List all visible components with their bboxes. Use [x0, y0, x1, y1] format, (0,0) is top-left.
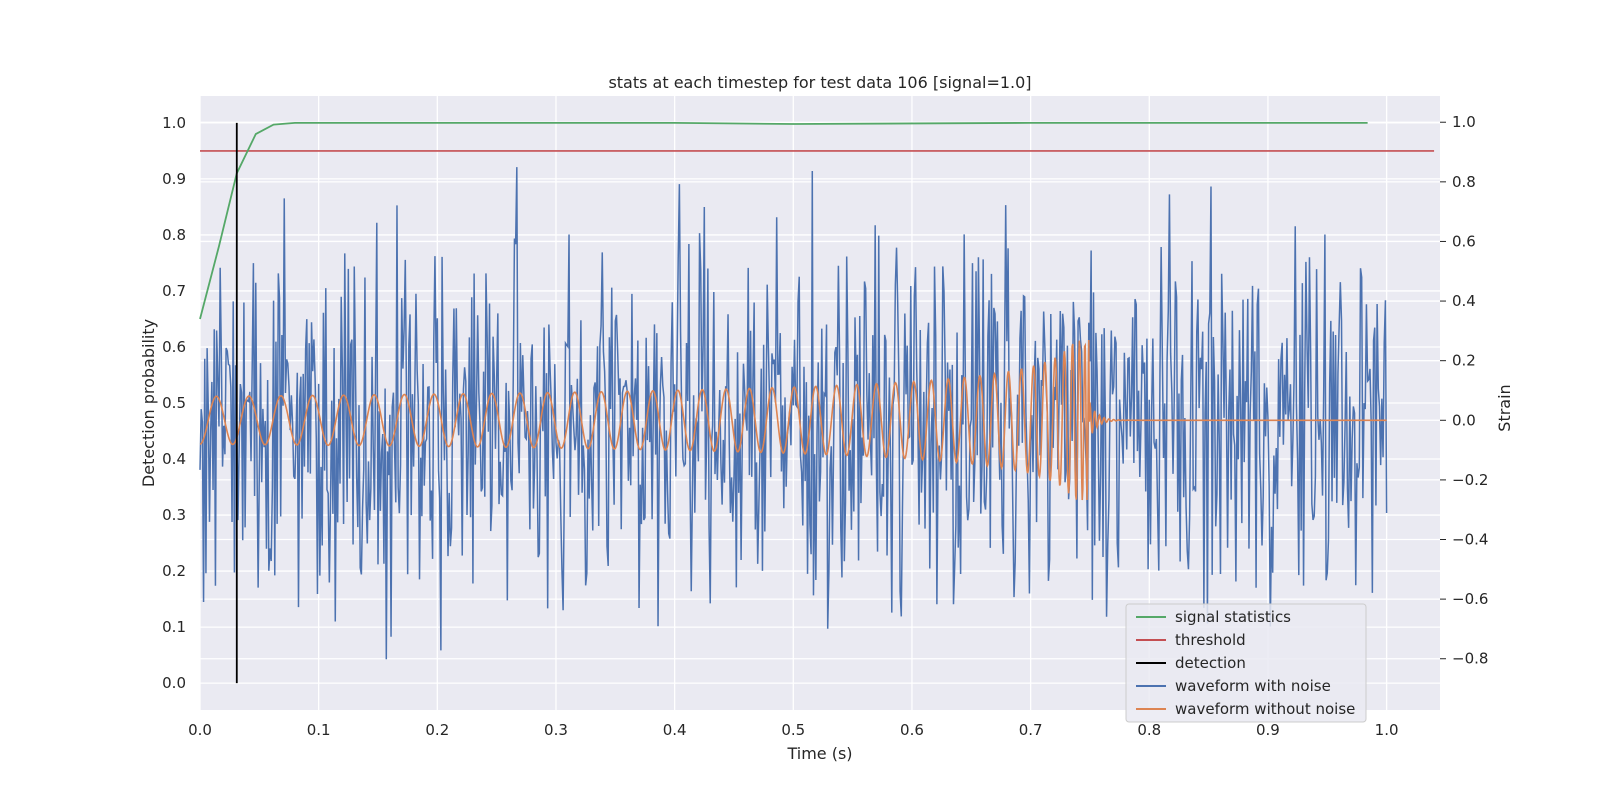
y-right-tick-label: −0.2 [1452, 471, 1488, 489]
series-layer [199, 121, 1435, 684]
y-tick-label: 0.0 [162, 674, 186, 692]
y-right-tick-label: −0.8 [1452, 650, 1488, 668]
series-waveform-without-noise [199, 339, 1387, 501]
chart-title: stats at each timestep for test data 106… [608, 73, 1031, 92]
legend-label-threshold: threshold [1175, 631, 1246, 649]
x-tick-label: 0.4 [663, 721, 687, 739]
series-signal-statistics [199, 121, 1368, 320]
legend-label-waveform-without-noise: waveform without noise [1175, 700, 1355, 718]
legend-label-waveform-with-noise: waveform with noise [1175, 677, 1331, 695]
y-right-tick-label: 1.0 [1452, 113, 1476, 131]
y-tick-label: 0.3 [162, 506, 186, 524]
x-tick-label: 0.3 [544, 721, 568, 739]
y-right-tick-label: 0.6 [1452, 232, 1476, 250]
x-tick-label: 0.6 [900, 721, 924, 739]
legend-label-detection: detection [1175, 654, 1246, 672]
legend: signal statistics threshold detection wa… [1125, 603, 1367, 723]
tick-labels: 0.0 0.1 0.2 0.3 0.4 0.5 0.6 0.7 0.8 0.9 1.0 0.0 0.1 0… [162, 113, 1488, 739]
x-tick-label: 0.2 [425, 721, 449, 739]
series-waveform-with-noise [199, 167, 1388, 660]
y-axis-label: Detection probability [139, 319, 158, 487]
x-tick-label: 0.8 [1137, 721, 1161, 739]
legend-box [1125, 603, 1367, 723]
y-tick-label: 0.4 [162, 450, 186, 468]
x-tick-label: 1.0 [1375, 721, 1399, 739]
y-tick-label: 1.0 [162, 114, 186, 132]
x-tick-label: 0.0 [188, 721, 212, 739]
y-tick-label: 0.8 [162, 226, 186, 244]
y-right-tick-label: −0.6 [1452, 590, 1488, 608]
x-axis-label: Time (s) [786, 744, 852, 763]
x-tick-label: 0.5 [781, 721, 805, 739]
y-tick-label: 0.9 [162, 170, 186, 188]
y-right-tick-label: 0.8 [1452, 173, 1476, 191]
x-tick-label: 0.9 [1256, 721, 1280, 739]
x-tick-label: 0.1 [307, 721, 331, 739]
legend-label-signal-statistics: signal statistics [1175, 608, 1291, 626]
y-tick-label: 0.2 [162, 562, 186, 580]
y-tick-label: 0.7 [162, 282, 186, 300]
y-right-tick-label: 0.2 [1452, 352, 1476, 370]
y-tick-label: 0.5 [162, 394, 186, 412]
y-tick-label: 0.6 [162, 338, 186, 356]
x-tick-label: 0.7 [1019, 721, 1043, 739]
y-right-tick-label: 0.4 [1452, 292, 1476, 310]
y-tick-label: 0.1 [162, 618, 186, 636]
y-right-tick-label: −0.4 [1452, 531, 1488, 549]
y-right-tick-label: 0.0 [1452, 411, 1476, 429]
y-right-axis-label: Strain [1495, 384, 1514, 431]
